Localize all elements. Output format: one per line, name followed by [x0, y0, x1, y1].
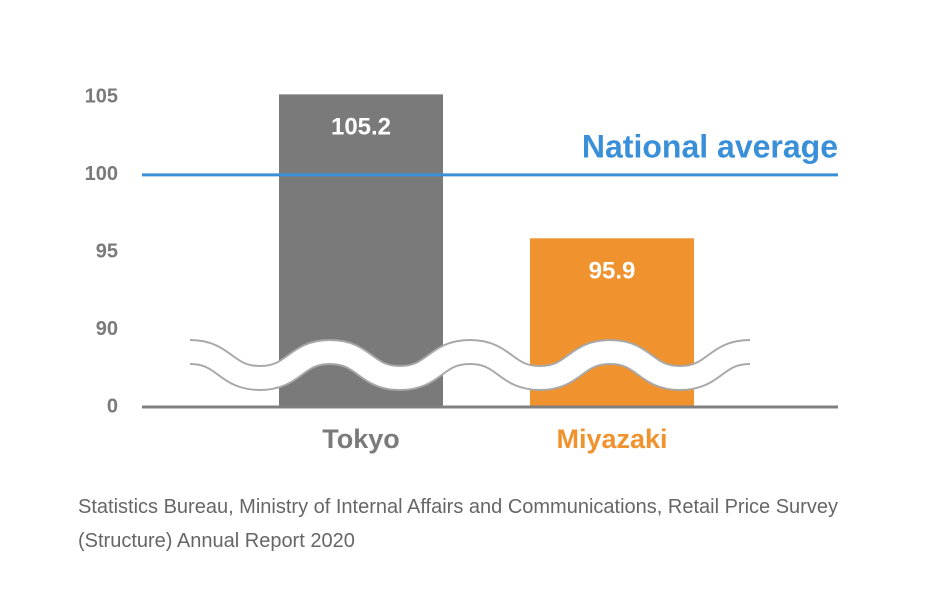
y-tick-label: 90 [96, 318, 118, 340]
source-note: Statistics Bureau, Ministry of Internal … [78, 496, 838, 552]
break-fill [189, 340, 751, 390]
y-tick-label: 95 [96, 241, 118, 263]
value-label: 105.2 [331, 114, 391, 141]
axis-break [189, 338, 751, 392]
value-label: 95.9 [589, 258, 636, 285]
reference-label: National average [582, 128, 838, 164]
overlay: 105.2 Tokyo 95.9 Miyazaki [142, 114, 838, 454]
x-tick-label: Miyazaki [556, 424, 667, 454]
chart: 0 90 95 100 105 National average 105.2 Tokyo 95… [85, 86, 838, 454]
y-tick-label: 100 [85, 163, 118, 185]
y-tick-label: 0 [107, 395, 118, 417]
x-tick-label: Tokyo [322, 424, 400, 454]
y-tick-label: 105 [85, 86, 118, 108]
